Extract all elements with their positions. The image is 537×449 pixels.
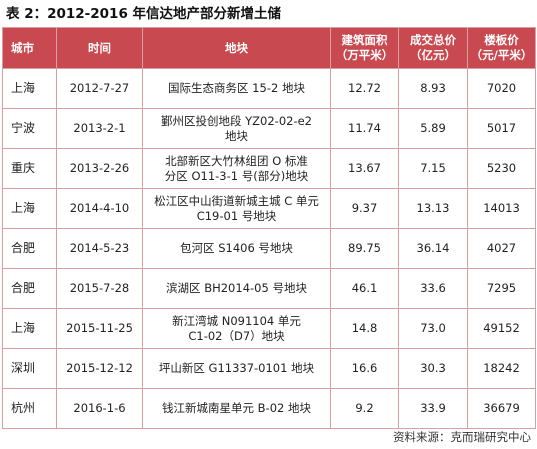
cell-unit-price: 36679 [467, 388, 536, 429]
cell-date: 2013-2-26 [56, 148, 143, 189]
cell-unit-price: 5017 [467, 108, 536, 149]
cell-area: 13.67 [330, 148, 399, 189]
cell-unit-price: 5230 [467, 148, 536, 189]
cell-price: 73.0 [398, 308, 468, 349]
cell-city: 上海 [2, 188, 57, 229]
column-header-price: 成交总价 （亿元） [398, 27, 468, 69]
table-row: 合肥 2014-5-23 包河区 S1406 号地块 89.75 36.14 4027 [2, 228, 536, 269]
cell-city: 上海 [2, 68, 57, 109]
cell-area: 9.2 [330, 388, 399, 429]
table-title: 表 2：2012-2016 年信达地产部分新增土储 [6, 6, 282, 22]
cell-city: 上海 [2, 308, 57, 349]
cell-date: 2013-2-1 [56, 108, 143, 149]
cell-plot: 包河区 S1406 号地块 [142, 228, 331, 269]
table-row: 深圳 2015-12-12 坪山新区 G11337-0101 地块 16.6 30.3 1… [2, 348, 536, 389]
cell-city: 合肥 [2, 228, 57, 269]
cell-plot: 北部新区大竹林组团 O 标准 分区 O11-3-1 号(部分)地块 [142, 148, 331, 189]
cell-price: 8.93 [398, 68, 468, 109]
cell-date: 2014-5-23 [56, 228, 143, 269]
table-row: 杭州 2016-1-6 钱江新城南星单元 B-02 地块 9.2 33.9 36679 [2, 388, 536, 429]
cell-area: 89.75 [330, 228, 399, 269]
cell-area: 14.8 [330, 308, 399, 349]
table-row: 上海 2015-11-25 新江湾城 N091104 单元 C1-02（D7）地块 14… [2, 308, 536, 349]
cell-plot: 滨湖区 BH2014-05 号地块 [142, 268, 331, 309]
table-body: 上海 2012-7-27 国际生态商务区 15-2 地块 12.72 8.93 7020 宁… [2, 68, 536, 429]
cell-plot: 钱江新城南星单元 B-02 地块 [142, 388, 331, 429]
cell-price: 33.6 [398, 268, 468, 309]
cell-price: 36.14 [398, 228, 468, 269]
column-header-city: 城市 [2, 27, 57, 69]
cell-plot: 新江湾城 N091104 单元 C1-02（D7）地块 [142, 308, 331, 349]
table-row: 宁波 2013-2-1 鄞州区投创地段 YZ02-02-e2 地块 11.74 5.89 5… [2, 108, 536, 149]
cell-city: 宁波 [2, 108, 57, 149]
cell-price: 7.15 [398, 148, 468, 189]
cell-city: 合肥 [2, 268, 57, 309]
cell-plot: 鄞州区投创地段 YZ02-02-e2 地块 [142, 108, 331, 149]
table-header-row: 城市 时间 地块 建筑面积 （万平米） 成交总价 （亿元） 楼板价 （元/平米） [2, 27, 536, 69]
cell-area: 12.72 [330, 68, 399, 109]
column-header-area: 建筑面积 （万平米） [330, 27, 399, 69]
cell-city: 杭州 [2, 388, 57, 429]
cell-area: 46.1 [330, 268, 399, 309]
land-reserve-table: 城市 时间 地块 建筑面积 （万平米） 成交总价 （亿元） 楼板价 （元/平米） 上海… [2, 27, 536, 429]
cell-plot: 松江区中山街道新城主城 C 单元 C19-01 号地块 [142, 188, 331, 229]
cell-price: 5.89 [398, 108, 468, 149]
cell-unit-price: 49152 [467, 308, 536, 349]
column-header-unit-price: 楼板价 （元/平米） [467, 27, 536, 69]
cell-unit-price: 7020 [467, 68, 536, 109]
cell-price: 13.13 [398, 188, 468, 229]
cell-date: 2016-1-6 [56, 388, 143, 429]
cell-date: 2015-12-12 [56, 348, 143, 389]
cell-price: 33.9 [398, 388, 468, 429]
cell-date: 2014-4-10 [56, 188, 143, 229]
cell-area: 16.6 [330, 348, 399, 389]
table-row: 上海 2014-4-10 松江区中山街道新城主城 C 单元 C19-01 号地块 9.3… [2, 188, 536, 229]
cell-unit-price: 4027 [467, 228, 536, 269]
cell-unit-price: 7295 [467, 268, 536, 309]
cell-date: 2015-11-25 [56, 308, 143, 349]
table-row: 上海 2012-7-27 国际生态商务区 15-2 地块 12.72 8.93 7020 [2, 68, 536, 109]
cell-date: 2015-7-28 [56, 268, 143, 309]
table-row: 重庆 2013-2-26 北部新区大竹林组团 O 标准 分区 O11-3-1 号(部分… [2, 148, 536, 189]
table-row: 合肥 2015-7-28 滨湖区 BH2014-05 号地块 46.1 33.6 7295 [2, 268, 536, 309]
cell-city: 重庆 [2, 148, 57, 189]
column-header-date: 时间 [56, 27, 143, 69]
column-header-plot: 地块 [142, 27, 331, 69]
cell-area: 9.37 [330, 188, 399, 229]
cell-unit-price: 18242 [467, 348, 536, 389]
cell-plot: 国际生态商务区 15-2 地块 [142, 68, 331, 109]
cell-price: 30.3 [398, 348, 468, 389]
cell-unit-price: 14013 [467, 188, 536, 229]
source-note: 资料来源：克而瑞研究中心 [393, 430, 531, 444]
cell-area: 11.74 [330, 108, 399, 149]
cell-date: 2012-7-27 [56, 68, 143, 109]
cell-city: 深圳 [2, 348, 57, 389]
cell-plot: 坪山新区 G11337-0101 地块 [142, 348, 331, 389]
